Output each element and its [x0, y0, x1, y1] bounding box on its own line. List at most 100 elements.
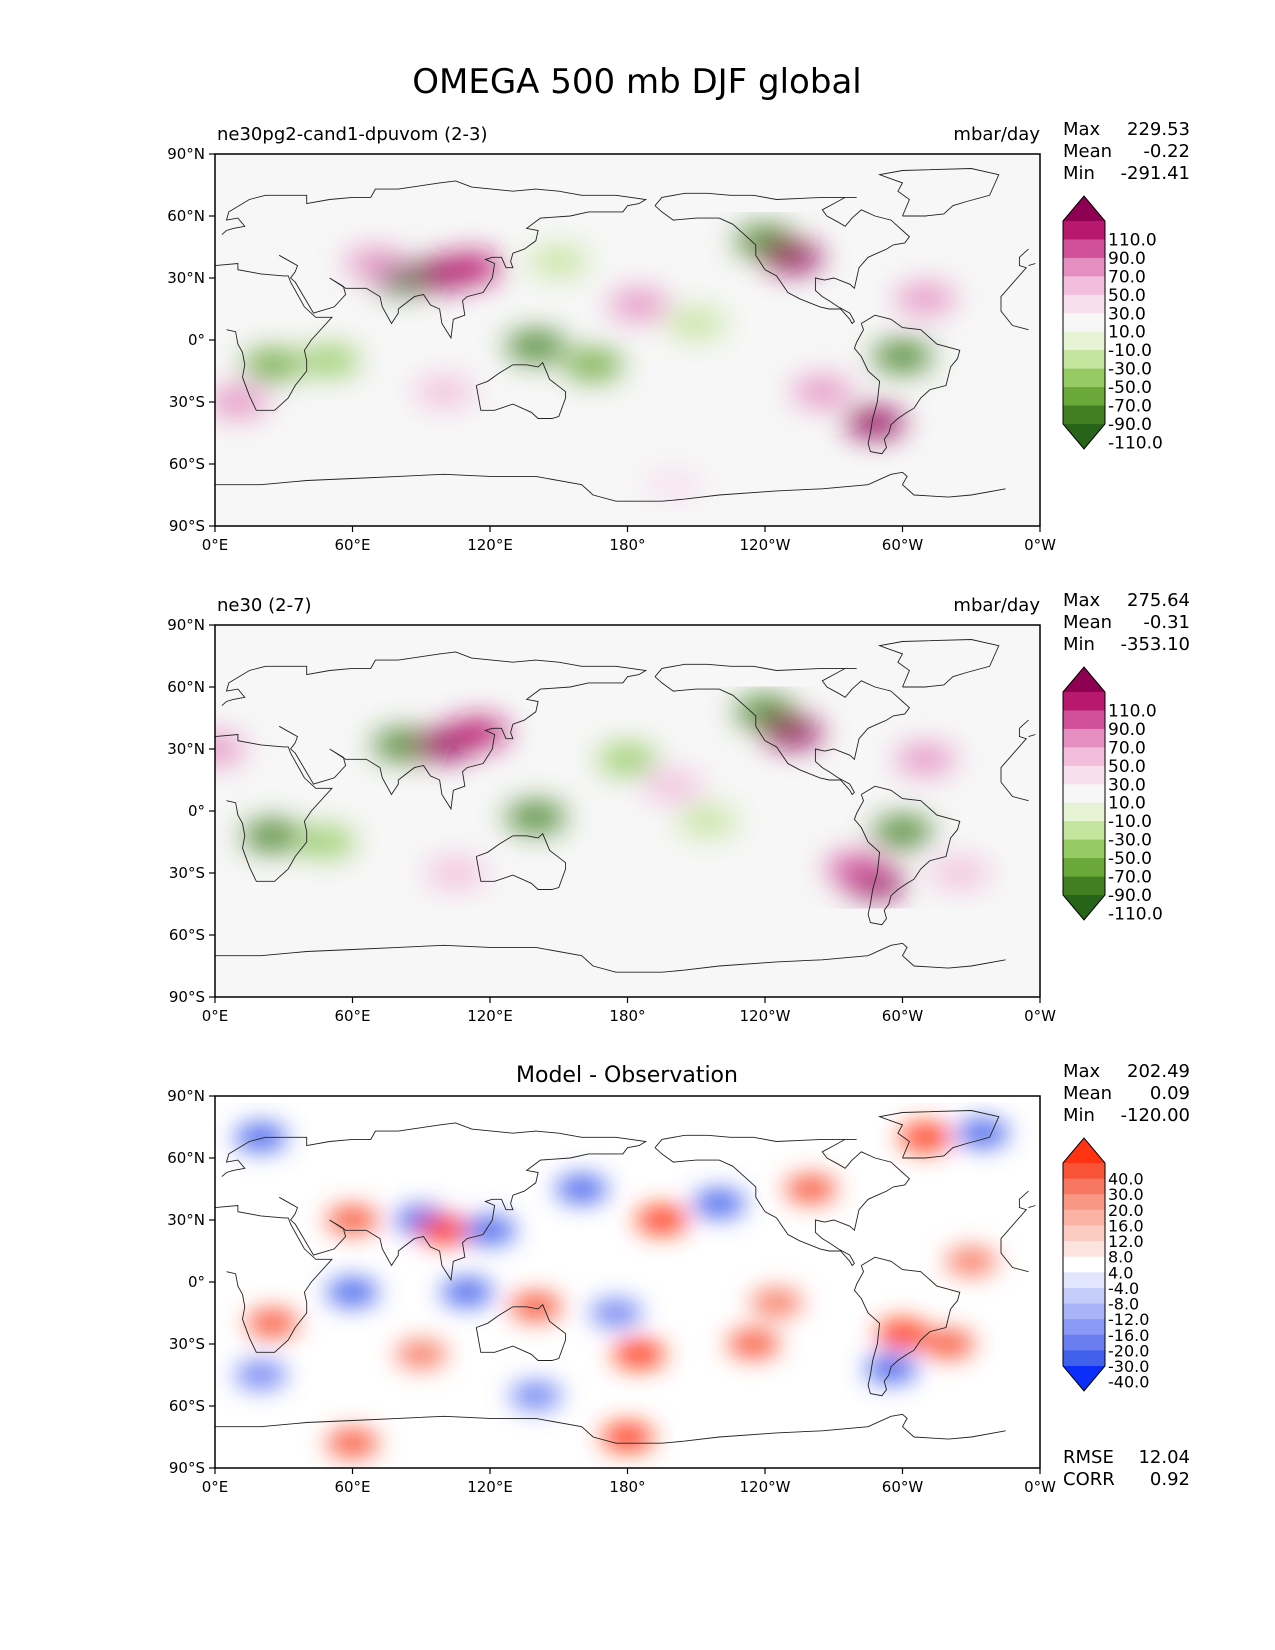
colorbar-bottom-extension	[1063, 895, 1105, 920]
colorbar-outline	[1062, 1137, 1106, 1392]
stat-max-label: Max	[1063, 1061, 1101, 1082]
panel-3-title: Model - Observation	[516, 1063, 738, 1088]
x-tick-label: 120°E	[467, 1007, 513, 1025]
stat-max-value: 275.64	[1127, 590, 1190, 611]
x-tick-label: 120°W	[740, 536, 791, 554]
colorbar-level-label: -4.0	[1108, 1279, 1139, 1298]
stat-min-label: Min	[1063, 1105, 1095, 1126]
field-anomaly-19	[643, 469, 704, 500]
panel-2-stats: Max 275.64 Mean -0.31 Min -353.10	[1063, 590, 1190, 655]
colorbar-level-label: 30.0	[1108, 304, 1146, 324]
colorbar-segment	[1063, 747, 1105, 767]
coast-antarctica	[215, 942, 1006, 973]
x-tick-label: 180°	[609, 1478, 645, 1496]
field-anomaly-5	[505, 802, 566, 833]
x-tick-label: 120°W	[740, 1007, 791, 1025]
y-tick-label: 0°	[188, 331, 205, 349]
coast-greenland	[877, 639, 1000, 688]
colorbar-segment	[1063, 821, 1105, 841]
field-anomaly-16	[677, 806, 738, 837]
colorbar-segment	[1063, 1303, 1105, 1320]
field-anomaly-21	[601, 1423, 654, 1451]
field-anomaly-12	[609, 289, 669, 320]
colorbar-segment	[1063, 1225, 1105, 1242]
panel-1-subtitle-right: mbar/day	[953, 124, 1040, 145]
panel-3-metrics: RMSE 12.04 CORR 0.92	[1063, 1447, 1190, 1490]
field-anomaly-9	[762, 242, 823, 273]
x-tick-label: 60°E	[334, 1007, 370, 1025]
field-anomaly-8	[872, 816, 933, 847]
coast-australia	[475, 832, 567, 890]
colorbar-level-label: 90.0	[1108, 249, 1146, 269]
colorbar-segment	[1063, 784, 1105, 804]
colorbar-level-label: 12.0	[1108, 1232, 1144, 1251]
x-tick-label: 60°W	[882, 1007, 924, 1025]
y-tick-label: 0°	[188, 1273, 205, 1291]
colorbar-level-label: 110.0	[1108, 231, 1157, 251]
stat-max-value: 202.49	[1127, 1061, 1190, 1082]
colorbar-level-label: -40.0	[1108, 1373, 1149, 1392]
coast-asia	[221, 651, 648, 811]
stat-mean-value: -0.31	[1143, 612, 1190, 633]
panel-1-subtitle-left: ne30pg2-cand1-dpuvom (2-3)	[217, 124, 488, 145]
y-tick-label: 30°N	[167, 1211, 205, 1229]
colorbar-level-label: -16.0	[1108, 1326, 1149, 1345]
map-1-y-axis: 90°N 60°N 30°N 0° 30°S 60°S 90°S	[167, 145, 215, 535]
y-tick-label: 30°S	[169, 393, 205, 411]
colorbar-level-label: 70.0	[1108, 267, 1146, 287]
panel-1-stats: Max 229.53 Mean -0.22 Min -291.41	[1063, 119, 1190, 184]
colorbar-segment	[1063, 692, 1105, 712]
field-anomaly-17	[895, 283, 956, 314]
field-anomaly-17	[876, 1319, 929, 1348]
field-anomaly-16	[792, 376, 853, 407]
coast-africa-europe	[215, 719, 1036, 882]
x-tick-label: 0°W	[1024, 1007, 1056, 1025]
stat-min-value: -353.10	[1121, 634, 1190, 655]
colorbar-segment	[1063, 710, 1105, 730]
stat-min-value: -291.41	[1121, 163, 1190, 184]
field-anomaly-11	[326, 1278, 379, 1307]
map-3-y-axis: 90°N 60°N 30°N 0° 30°S 60°S 90°S	[167, 1087, 215, 1477]
colorbar-segment	[1063, 1272, 1105, 1289]
stat-min-value: -120.00	[1121, 1105, 1190, 1126]
stat-max-label: Max	[1063, 119, 1101, 140]
colorbar-level-label: 16.0	[1108, 1217, 1144, 1236]
field-anomaly-0	[372, 729, 433, 760]
y-tick-label: 90°N	[167, 1087, 205, 1105]
metric-corr-label: CORR	[1063, 1469, 1115, 1490]
x-tick-label: 60°E	[334, 536, 370, 554]
y-tick-label: 30°S	[169, 1335, 205, 1353]
field-anomaly-11	[845, 407, 905, 438]
coast-greenland	[877, 168, 1000, 217]
field-anomaly-3	[242, 820, 303, 851]
map-1-x-axis: 0°E 60°E 120°E 180° 120°W 60°W 0°W	[202, 526, 1056, 554]
colorbar-segment	[1063, 257, 1105, 277]
coast-north-america	[654, 192, 911, 325]
coast-greenland	[877, 1110, 1000, 1159]
stat-min-label: Min	[1063, 163, 1095, 184]
field-anomaly-15	[895, 744, 956, 775]
colorbar-segment	[1063, 1319, 1105, 1336]
colorbar-2: 110.090.070.050.030.010.0-10.0-30.0-50.0…	[1062, 666, 1163, 925]
coast-south-america	[853, 1256, 961, 1397]
colorbar-segment	[1063, 1334, 1105, 1351]
field-anomaly-5	[299, 345, 360, 376]
colorbar-level-label: -20.0	[1108, 1341, 1149, 1360]
field-anomaly-25	[945, 1247, 998, 1276]
field-anomaly-7	[563, 349, 624, 380]
field-anomaly-4	[242, 349, 303, 380]
colorbar-segment	[1063, 221, 1105, 241]
field-anomaly-3	[345, 248, 406, 279]
x-tick-label: 60°W	[882, 1478, 924, 1496]
x-tick-label: 60°E	[334, 1478, 370, 1496]
colorbar-segment	[1063, 331, 1105, 351]
stat-max-value: 229.53	[1127, 119, 1190, 140]
colorbar-level-label: -10.0	[1108, 341, 1152, 361]
colorbar-level-label: -50.0	[1108, 849, 1152, 869]
colorbar-level-label: 110.0	[1108, 702, 1157, 722]
colorbar-segment	[1063, 239, 1105, 259]
coast-australia	[475, 1303, 567, 1361]
colorbar-segment	[1063, 802, 1105, 822]
metric-rmse-label: RMSE	[1063, 1447, 1114, 1468]
map-3-field	[234, 1119, 1009, 1458]
